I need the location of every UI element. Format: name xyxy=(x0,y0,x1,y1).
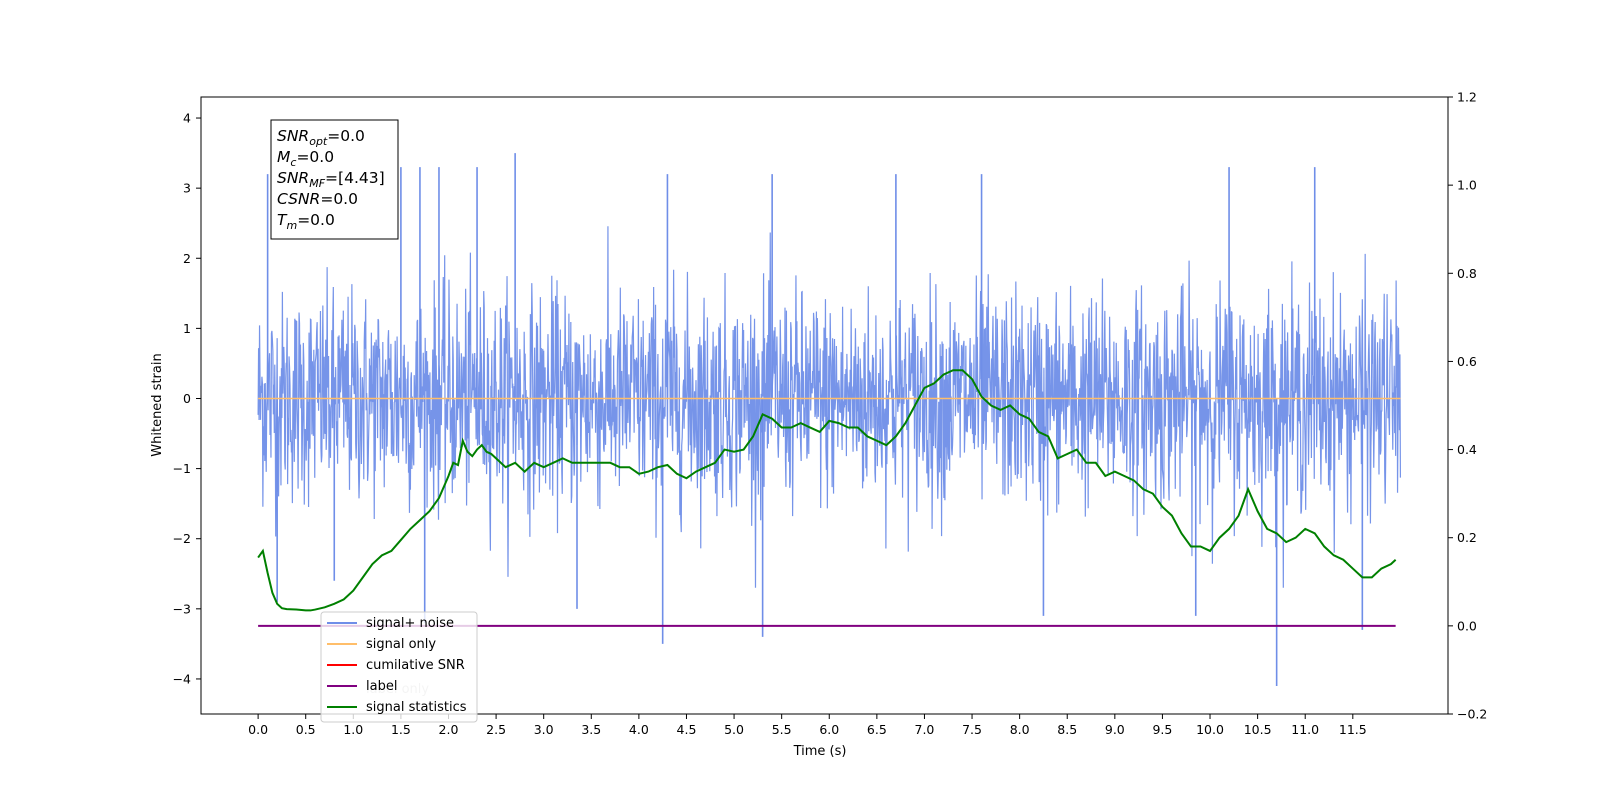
y2-tick-label: −0.2 xyxy=(1457,707,1487,722)
plot-border xyxy=(200,96,1449,715)
y-axis-left: 4 3 2 1 0 −1 −2 −3 −4 xyxy=(173,111,201,686)
x-axis-title: Time (s) xyxy=(793,744,847,759)
noise-trace xyxy=(257,226,1402,588)
legend-label: signal statistics xyxy=(366,700,467,715)
y2-tick-label: 0.4 xyxy=(1457,442,1477,457)
x-tick-label: 4.5 xyxy=(677,722,697,737)
series-signal-statistics xyxy=(257,369,1397,612)
y-tick-label: −4 xyxy=(173,671,191,686)
y-tick-label: 3 xyxy=(183,181,191,196)
y2-tick-label: 1.0 xyxy=(1457,178,1477,193)
x-tick-label: 9.5 xyxy=(1152,722,1172,737)
x-tick-label: 10.5 xyxy=(1244,722,1272,737)
y-tick-label: 0 xyxy=(183,391,191,406)
legend-label: signal+ noise xyxy=(366,616,454,631)
y-axis-title: Whitened strain xyxy=(150,353,165,456)
x-tick-label: 10.0 xyxy=(1196,722,1224,737)
legend-label: signal only xyxy=(366,637,436,652)
legend-label: label xyxy=(366,679,397,694)
y-tick-label: −3 xyxy=(173,601,191,616)
y-tick-label: −1 xyxy=(173,461,191,476)
legend: signal+ noise signal only cumilative SNR la… xyxy=(320,611,478,723)
x-tick-label: 3.5 xyxy=(581,722,601,737)
y-tick-label: −2 xyxy=(173,531,191,546)
x-tick-label: 8.0 xyxy=(1010,722,1030,737)
x-tick-label: 6.5 xyxy=(867,722,887,737)
x-tick-label: 5.0 xyxy=(724,722,744,737)
info-line: Mc=0.0 xyxy=(277,148,334,169)
x-axis: 0.0 0.5 1.0 1.5 2.0 2.5 3.0 3.5 4.0 4.5 5.0 5.5 6.0 6… xyxy=(248,714,1367,737)
info-line: Tm=0.0 xyxy=(277,211,335,232)
x-tick-label: 8.5 xyxy=(1057,722,1077,737)
x-tick-label: 2.0 xyxy=(439,722,459,737)
x-tick-label: 1.0 xyxy=(343,722,363,737)
x-tick-label: 7.5 xyxy=(962,722,982,737)
y2-tick-label: 0.2 xyxy=(1457,530,1477,545)
x-tick-label: 11.0 xyxy=(1291,722,1319,737)
y-tick-label: 2 xyxy=(183,251,191,266)
x-tick-label: 0.5 xyxy=(296,722,316,737)
x-tick-label: 5.5 xyxy=(772,722,792,737)
x-tick-label: 9.0 xyxy=(1105,722,1125,737)
y-tick-label: 1 xyxy=(183,321,191,336)
x-tick-label: 3.0 xyxy=(534,722,554,737)
x-tick-label: 1.5 xyxy=(391,722,411,737)
series-signal-noise xyxy=(257,153,1402,686)
y-axis-right: 1.2 1.0 0.8 0.6 0.4 0.2 0.0 −0.2 xyxy=(1448,90,1487,722)
x-tick-label: 6.0 xyxy=(819,722,839,737)
x-tick-label: 2.5 xyxy=(486,722,506,737)
x-tick-label: 11.5 xyxy=(1339,722,1367,737)
x-tick-label: 7.0 xyxy=(915,722,935,737)
info-line: CSNR=0.0 xyxy=(277,190,358,208)
info-line: SNRopt=0.0 xyxy=(277,127,365,148)
legend-label: cumilative SNR xyxy=(366,658,465,673)
y2-tick-label: 1.2 xyxy=(1457,90,1477,105)
x-tick-label: 0.0 xyxy=(248,722,268,737)
y2-tick-label: 0.0 xyxy=(1457,618,1477,633)
y2-tick-label: 0.8 xyxy=(1457,266,1477,281)
y2-tick-label: 0.6 xyxy=(1457,354,1477,369)
y-tick-label: 4 xyxy=(183,111,191,126)
x-tick-label: 4.0 xyxy=(629,722,649,737)
info-line: SNRMF=[4.43] xyxy=(277,169,385,190)
